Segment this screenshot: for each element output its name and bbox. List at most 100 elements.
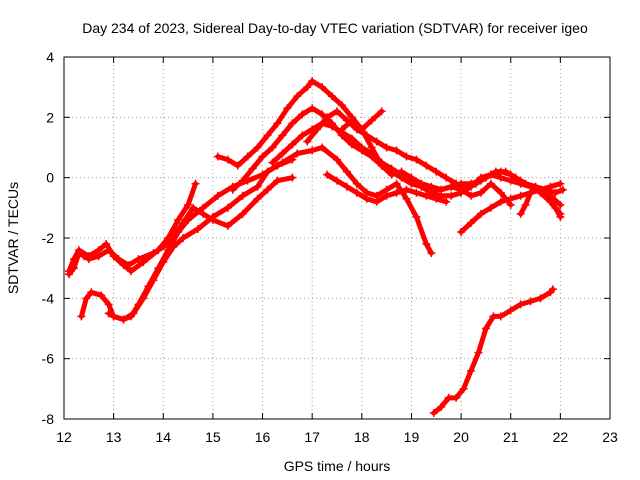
- data-point: [548, 285, 557, 294]
- x-tick-label: 20: [453, 429, 469, 445]
- data-point: [333, 107, 341, 116]
- data-point: [213, 191, 222, 200]
- data-point: [558, 185, 567, 194]
- data-point: [471, 179, 480, 188]
- x-tick-label: 16: [255, 429, 271, 445]
- data-point: [174, 227, 183, 236]
- data-point: [427, 185, 436, 194]
- data-point: [444, 393, 453, 402]
- data-point: [342, 182, 351, 191]
- data-point: [337, 101, 346, 110]
- data-point: [82, 294, 91, 303]
- data-point: [347, 134, 356, 143]
- data-point: [313, 125, 322, 134]
- data-point: [77, 312, 86, 321]
- data-point: [521, 200, 530, 209]
- data-point: [352, 188, 361, 197]
- data-point: [412, 212, 421, 221]
- data-point: [288, 119, 297, 128]
- data-point: [496, 312, 505, 321]
- data-point: [149, 249, 158, 258]
- data-point: [496, 188, 505, 197]
- data-point: [318, 83, 327, 92]
- data-point: [417, 182, 426, 191]
- data-point: [476, 188, 485, 197]
- data-point: [127, 267, 136, 276]
- data-point: [422, 191, 431, 200]
- x-tick-label: 23: [602, 429, 618, 445]
- data-point: [467, 218, 476, 227]
- data-point: [372, 137, 381, 146]
- data-point: [184, 200, 193, 209]
- data-point: [352, 179, 361, 188]
- data-point: [402, 152, 411, 161]
- series-track-7: [268, 119, 515, 209]
- data-point: [541, 191, 550, 200]
- data-point: [87, 288, 96, 297]
- data-point: [223, 221, 232, 230]
- data-point: [124, 261, 133, 270]
- data-point: [432, 194, 441, 203]
- data-point: [288, 140, 297, 149]
- data-point: [278, 131, 287, 140]
- data-point: [392, 188, 401, 197]
- data-point: [288, 173, 297, 182]
- data-point: [238, 209, 247, 218]
- data-point: [491, 167, 500, 176]
- data-point: [429, 408, 438, 417]
- data-point: [412, 155, 421, 164]
- data-point: [501, 167, 510, 176]
- data-point: [422, 240, 431, 249]
- data-point: [129, 309, 138, 318]
- data-point: [273, 176, 282, 185]
- data-point: [333, 155, 341, 164]
- data-point: [268, 158, 277, 167]
- data-point: [179, 234, 188, 242]
- data-point: [556, 200, 565, 209]
- data-point: [74, 249, 83, 258]
- data-point: [481, 324, 490, 333]
- data-point: [303, 137, 312, 146]
- data-point: [228, 185, 237, 194]
- y-tick-label: -8: [42, 411, 55, 427]
- data-point: [308, 77, 317, 86]
- data-point: [556, 179, 565, 188]
- data-point: [263, 131, 272, 140]
- data-point: [208, 212, 217, 221]
- data-point: [551, 188, 560, 197]
- data-point: [551, 203, 560, 212]
- data-point: [357, 125, 366, 134]
- data-point: [452, 393, 461, 402]
- data-point: [104, 246, 113, 255]
- data-point: [298, 110, 307, 119]
- data-point: [367, 149, 376, 158]
- data-point: [102, 240, 111, 249]
- data-point: [382, 191, 391, 200]
- x-tick-label: 21: [503, 429, 519, 445]
- data-point: [273, 119, 282, 128]
- series-line: [106, 145, 434, 322]
- data-point: [536, 294, 545, 303]
- data-point: [362, 194, 371, 203]
- data-point: [556, 212, 565, 221]
- data-point: [526, 297, 535, 306]
- data-point: [457, 227, 466, 236]
- data-point: [407, 176, 416, 185]
- data-point: [223, 155, 232, 164]
- data-point: [263, 185, 272, 194]
- data-point: [238, 176, 247, 185]
- data-point: [318, 143, 327, 152]
- data-point: [496, 173, 505, 182]
- data-point: [486, 179, 495, 188]
- x-axis-label: GPS time / hours: [284, 458, 391, 474]
- data-point: [134, 255, 143, 264]
- data-point: [511, 173, 520, 182]
- y-axis-label: SDTVAR / TECUs: [5, 182, 21, 294]
- data-point: [194, 224, 203, 233]
- data-point: [474, 348, 483, 357]
- data-point: [412, 188, 421, 197]
- series-track-2: [64, 173, 297, 279]
- data-point: [308, 104, 317, 113]
- data-point: [392, 179, 401, 188]
- data-point: [377, 107, 386, 116]
